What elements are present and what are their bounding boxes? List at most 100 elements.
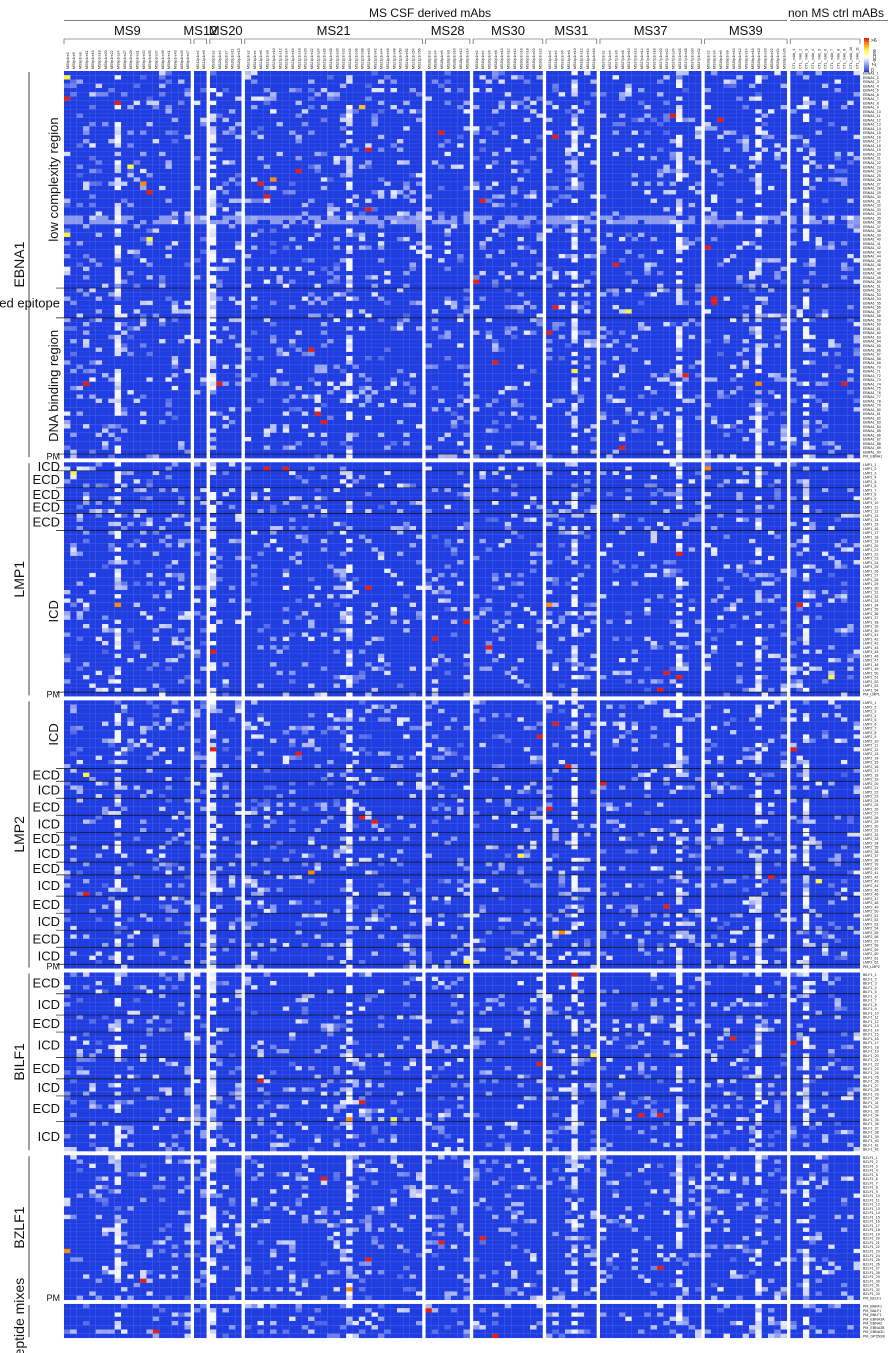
heat-cell — [552, 241, 558, 245]
heat-cell — [828, 92, 834, 96]
heat-cell — [432, 131, 438, 135]
heat-cell — [578, 101, 584, 105]
heat-cell — [96, 203, 102, 207]
heat-cell — [159, 118, 165, 122]
heat-cell — [426, 169, 432, 173]
heat-cell — [790, 216, 796, 220]
heat-cell — [828, 211, 834, 215]
heat-cell — [705, 216, 711, 220]
heat-cell — [663, 92, 669, 96]
heat-cell — [578, 182, 584, 186]
heat-cell — [816, 84, 822, 88]
heat-cell — [790, 126, 796, 130]
heat-cell — [724, 84, 730, 88]
heat-cell — [559, 224, 565, 228]
heat-cell — [321, 101, 327, 105]
heat-cell — [809, 216, 815, 220]
heat-cell — [511, 131, 517, 135]
heat-cell — [64, 182, 70, 186]
heat-cell — [790, 139, 796, 143]
heat-cell — [584, 186, 590, 190]
heat-cell — [619, 97, 625, 101]
heat-cell — [172, 143, 178, 147]
heat-cell — [102, 118, 108, 122]
heat-cell — [689, 80, 695, 84]
heat-cell — [200, 199, 206, 203]
heat-cell — [200, 216, 206, 220]
heat-cell — [235, 139, 241, 143]
heat-cell — [835, 177, 841, 181]
heat-cell — [334, 160, 340, 164]
heat-cell — [717, 216, 723, 220]
heat-cell — [210, 126, 216, 130]
heat-cell — [524, 220, 530, 224]
heat-cell — [651, 143, 657, 147]
heat-cell — [334, 88, 340, 92]
heat-cell — [505, 165, 511, 169]
heat-cell — [473, 114, 479, 118]
heat-cell — [835, 92, 841, 96]
heat-cell — [397, 207, 403, 211]
heat-cell — [96, 135, 102, 139]
heat-cell — [552, 207, 558, 211]
heat-cell — [670, 220, 676, 224]
heat-cell — [172, 241, 178, 245]
heat-cell — [184, 220, 190, 224]
heat-cell — [140, 173, 146, 177]
heat-cell — [445, 105, 451, 109]
heat-cell — [816, 237, 822, 241]
heat-cell — [102, 228, 108, 232]
heat-cell — [277, 109, 283, 113]
heat-cell — [552, 84, 558, 88]
heat-cell — [159, 220, 165, 224]
heat-cell — [486, 122, 492, 126]
heat-cell — [835, 233, 841, 237]
heat-cell — [651, 71, 657, 75]
heat-cell — [717, 186, 723, 190]
heat-cell — [184, 241, 190, 245]
heat-cell — [492, 190, 498, 194]
heat-cell — [492, 75, 498, 79]
heat-cell — [657, 101, 663, 105]
heat-cell — [711, 71, 717, 75]
heat-cell — [397, 105, 403, 109]
heat-cell — [828, 165, 834, 169]
heat-cell — [530, 173, 536, 177]
heat-cell — [296, 216, 302, 220]
heat-cell — [283, 152, 289, 156]
heat-cell — [749, 135, 755, 139]
heat-cell — [822, 194, 828, 198]
heat-cell — [64, 143, 70, 147]
heat-cell — [749, 118, 755, 122]
heat-cell — [743, 237, 749, 241]
heat-cell — [134, 71, 140, 75]
heat-cell — [717, 122, 723, 126]
heat-cell — [346, 84, 352, 88]
heat-cell — [743, 97, 749, 101]
heat-cell — [229, 139, 235, 143]
heat-cell — [676, 199, 682, 203]
heat-cell — [121, 97, 127, 101]
heat-cell — [83, 216, 89, 220]
heat-cell — [781, 80, 787, 84]
heat-cell — [302, 152, 308, 156]
heat-cell — [283, 114, 289, 118]
heat-cell — [445, 199, 451, 203]
heat-cell — [277, 228, 283, 232]
heat-cell — [546, 194, 552, 198]
heat-cell — [505, 241, 511, 245]
heat-cell — [184, 143, 190, 147]
heat-cell — [426, 186, 432, 190]
heat-cell — [96, 160, 102, 164]
heat-cell — [695, 186, 701, 190]
heat-cell — [841, 224, 847, 228]
heat-cell — [724, 135, 730, 139]
heat-cell — [83, 169, 89, 173]
heat-cell — [663, 186, 669, 190]
heat-cell — [391, 177, 397, 181]
heat-cell — [251, 169, 257, 173]
heat-cell — [743, 105, 749, 109]
heat-cell — [251, 148, 257, 152]
heat-cell — [416, 126, 422, 130]
heat-cell — [749, 216, 755, 220]
